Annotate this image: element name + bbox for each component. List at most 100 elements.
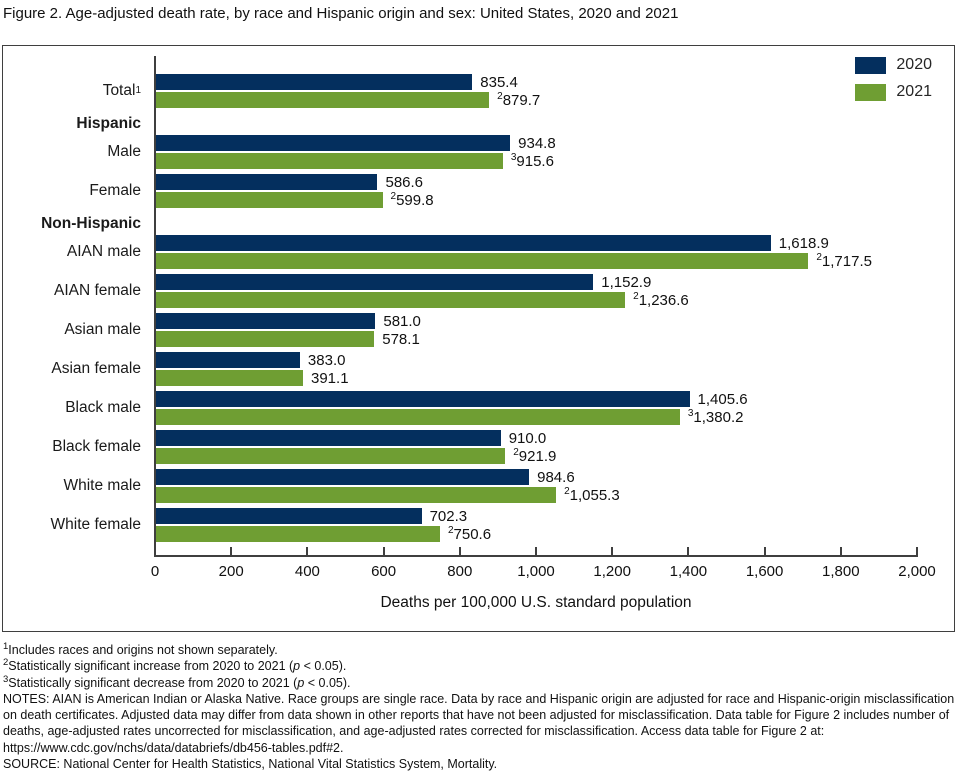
bar-line-2021: 3915.6 — [154, 152, 916, 170]
category-label: Male — [107, 143, 141, 160]
category-label: Black male — [65, 399, 141, 416]
bar-group-total: Total 1 835.4 2879.7 — [3, 73, 916, 109]
legend-item-2021: 2021 — [855, 83, 932, 101]
bar-2021-male — [154, 153, 503, 169]
x-axis-ticks — [154, 547, 918, 555]
value-label-2020: 934.8 — [518, 134, 556, 152]
bar-group-male: Male 934.8 3915.6 — [3, 134, 916, 170]
group-header-label: Hispanic — [76, 115, 141, 132]
chart-container: 2020 2021 Total 1 835.4 2879.7 Hispanic Male 93… — [2, 45, 955, 632]
bar-2020-total — [154, 74, 473, 90]
bar-2021-white-male — [154, 487, 557, 503]
bar-line-2020: 934.8 — [154, 134, 916, 152]
bar-2020-asian-female — [154, 352, 300, 368]
figure-title: Figure 2. Age-adjusted death rate, by ra… — [3, 5, 679, 22]
bar-group-white-female: White female 702.3 2750.6 — [3, 507, 916, 543]
value-label-2021: 2599.8 — [390, 190, 434, 209]
group-header-hispanic: Hispanic — [3, 113, 916, 135]
bar-2020-white-male — [154, 469, 530, 485]
value-label-2021: 21,055.3 — [564, 485, 620, 504]
group-header-label: Non-Hispanic — [41, 215, 141, 232]
footnote-line-3: 3Statistically significant decrease from… — [3, 673, 351, 690]
bar-line-2021: 21,717.5 — [154, 252, 916, 270]
x-tick-label: 200 — [218, 563, 244, 580]
x-axis-line — [154, 555, 918, 557]
y-axis-line — [154, 56, 156, 557]
bar-group-female: Female 586.6 2599.8 — [3, 174, 916, 209]
value-label-2020: 1,152.9 — [601, 273, 652, 291]
bar-line-2020: 581.0 — [154, 312, 916, 330]
footnote-sup-lines: 1Includes races and origins not shown se… — [3, 642, 955, 691]
bar-2021-aian-male — [154, 253, 809, 269]
x-tick — [763, 547, 766, 555]
bar-2020-black-male — [154, 391, 690, 407]
value-label-2020: 383.0 — [307, 351, 346, 369]
bar-line-2021: 21,055.3 — [154, 485, 916, 504]
value-label-2020: 835.4 — [480, 73, 518, 91]
category-label: Asian male — [64, 321, 141, 338]
group-header-non-hispanic: Non-Hispanic — [3, 213, 916, 235]
value-label-2021: 2750.6 — [447, 524, 492, 543]
x-tick — [154, 547, 156, 555]
value-label-2021: 2921.9 — [513, 446, 557, 465]
bar-line-2021: 2599.8 — [154, 190, 916, 209]
x-axis-tick-labels: 0 200 400 600 800 1,000 1,200 1,400 1,600 1,800 2,… — [151, 563, 936, 581]
x-tick — [535, 547, 537, 555]
bar-pair: 1,618.9 21,717.5 — [154, 234, 916, 270]
x-tick-label: 0 — [150, 563, 160, 580]
bar-pair: 1,152.9 21,236.6 — [154, 273, 916, 309]
footnotes: 1Includes races and origins not shown se… — [3, 642, 955, 772]
legend-item-2020: 2020 — [855, 56, 932, 74]
bar-2020-aian-male — [154, 235, 771, 251]
bar-group-asian-male: Asian male 581.0 578.1 — [3, 312, 916, 348]
x-tick-label: 600 — [371, 563, 397, 580]
bar-line-2021: 31,380.2 — [154, 407, 916, 426]
legend-swatch-2021 — [855, 83, 887, 101]
category-label: Total 1 — [102, 82, 141, 99]
x-tick — [687, 547, 690, 555]
value-label-2020: 1,618.9 — [778, 234, 829, 252]
chart-rows: Total 1 835.4 2879.7 Hispanic Male 934.8 3915.6… — [3, 56, 916, 547]
bar-line-2021: 21,236.6 — [154, 290, 916, 309]
bar-2021-asian-male — [154, 331, 375, 347]
bar-2021-total — [154, 92, 490, 108]
bar-pair: 581.0 578.1 — [154, 312, 916, 348]
x-tick-label: 1,000 — [517, 563, 555, 580]
bar-2020-aian-female — [154, 274, 594, 290]
x-tick-label: 2,000 — [898, 563, 936, 580]
bar-pair: 1,405.6 31,380.2 — [154, 391, 916, 426]
bar-2021-white-female — [154, 526, 440, 542]
x-tick — [839, 547, 842, 555]
category-label: White male — [63, 477, 141, 494]
bar-line-2020: 383.0 — [154, 351, 916, 369]
bar-pair: 383.0 391.1 — [154, 351, 916, 387]
bar-pair: 934.8 3915.6 — [154, 134, 916, 170]
category-label: Asian female — [51, 360, 141, 377]
category-label: White female — [50, 516, 141, 533]
bar-pair: 586.6 2599.8 — [154, 174, 916, 209]
x-tick — [611, 547, 614, 555]
notes-text: NOTES: AIAN is American Indian or Alaska… — [3, 691, 955, 755]
value-label-2021: 21,236.6 — [633, 290, 689, 309]
bar-line-2020: 984.6 — [154, 469, 916, 486]
bar-group-black-male: Black male 1,405.6 31,380.2 — [3, 391, 916, 426]
value-label-2021: 578.1 — [382, 330, 420, 348]
bar-line-2021: 2921.9 — [154, 446, 916, 465]
value-label-2020: 581.0 — [383, 312, 421, 330]
category-label: Black female — [52, 438, 141, 455]
value-label-2020: 702.3 — [429, 507, 468, 525]
bar-line-2020: 835.4 — [154, 73, 916, 91]
bar-line-2020: 702.3 — [154, 507, 916, 525]
bar-2021-black-female — [154, 448, 506, 464]
bar-line-2021: 2879.7 — [154, 90, 916, 109]
value-label-2021: 391.1 — [311, 369, 349, 387]
bar-2020-male — [154, 135, 511, 151]
bar-pair: 835.4 2879.7 — [154, 73, 916, 109]
bar-group-aian-female: AIAN female 1,152.9 21,236.6 — [3, 273, 916, 309]
value-label-2021: 2879.7 — [497, 90, 541, 109]
bar-line-2020: 1,405.6 — [154, 391, 916, 408]
bar-2021-aian-female — [154, 292, 626, 308]
x-tick — [306, 547, 309, 555]
x-tick — [458, 547, 461, 555]
value-label-2021: 31,380.2 — [687, 407, 744, 426]
